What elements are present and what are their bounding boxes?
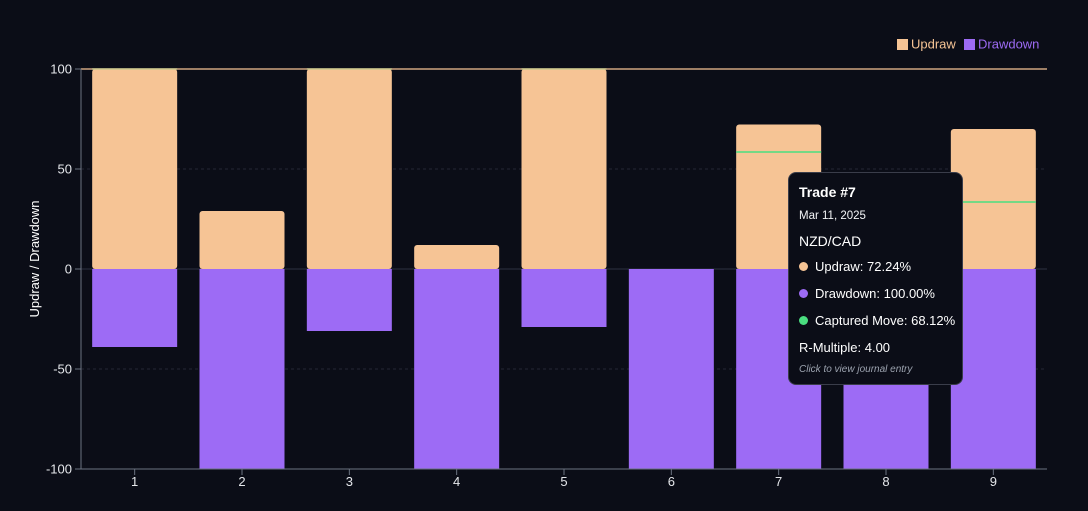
x-tick-label: 9 [990,474,997,489]
tooltip-drawdown: Drawdown: 100.00% [815,286,935,301]
axes: 100 50 0 -50 -100 1 2 3 4 5 6 7 8 9 [46,62,1047,489]
y-axis-title: Updraw / Drawdown [27,200,42,317]
updraw-bar [92,69,178,269]
drawdown-dot-icon [799,289,808,298]
x-tick-label: 5 [560,474,567,489]
x-tick-label: 3 [346,474,353,489]
tooltip-drawdown-row: Drawdown: 100.00% [799,286,952,301]
tooltip-updraw-row: Updraw: 72.24% [799,259,952,274]
y-tick-label: 0 [65,262,72,277]
drawdown-bar [628,269,714,469]
trade-tooltip[interactable]: Trade #7 Mar 11, 2025 NZD/CAD Updraw: 72… [788,172,963,385]
y-tick-label: -100 [46,462,72,477]
captured-dot-icon [799,316,808,325]
updraw-bar [414,245,500,269]
tooltip-title: Trade #7 [799,184,856,200]
tooltip-updraw: Updraw: 72.24% [815,259,912,274]
x-tick-label: 1 [131,474,138,489]
drawdown-bar [414,269,500,469]
x-tick-label: 7 [775,474,782,489]
tooltip-date: Mar 11, 2025 [799,210,866,222]
updraw-bar [521,69,607,269]
legend-label: Updraw [911,37,956,52]
tooltip-hint[interactable]: Click to view journal entry [799,364,913,375]
x-tick-label: 2 [238,474,245,489]
legend-label: Drawdown [978,37,1039,52]
drawdown-bar [199,269,285,469]
y-tick-label: -50 [53,362,72,377]
legend-swatch [897,39,908,50]
y-tick-label: 50 [58,162,72,177]
tooltip-pair: NZD/CAD [799,233,862,249]
tooltip-captured-row: Captured Move: 68.12% [799,313,956,328]
tooltip-captured: Captured Move: 68.12% [815,313,956,328]
updraw-bar [199,211,285,269]
drawdown-bar [92,269,178,347]
drawdown-bar [306,269,392,331]
y-tick-label: 100 [50,62,72,77]
updraw-bar [306,69,392,269]
drawdown-bar [950,269,1036,469]
updraw-bar [950,129,1036,269]
x-tick-label: 4 [453,474,460,489]
legend-swatch [964,39,975,50]
x-tick-label: 6 [668,474,675,489]
updraw-dot-icon [799,262,808,271]
tooltip-r-multiple: R-Multiple: 4.00 [799,340,891,355]
drawdown-bar [521,269,607,327]
legend: Updraw Drawdown [897,37,1039,52]
x-tick-label: 8 [882,474,889,489]
